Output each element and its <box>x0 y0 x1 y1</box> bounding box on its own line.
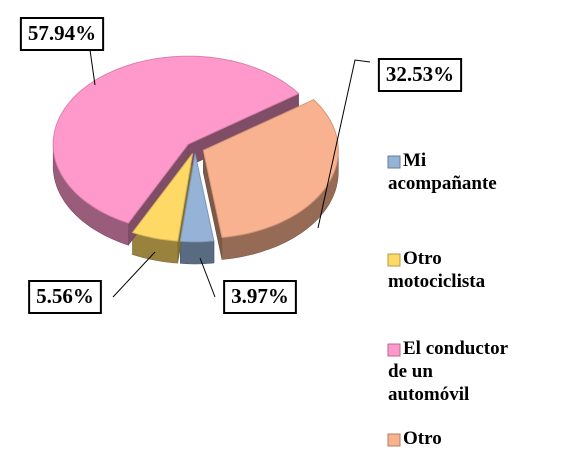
legend-line: Otro <box>403 248 442 269</box>
legend-line: de un <box>388 361 433 382</box>
legend-label: Mi acompañante <box>388 150 497 194</box>
legend-swatch <box>387 433 401 447</box>
legend-line: automóvil <box>388 384 469 405</box>
legend-line: Mi <box>403 150 426 171</box>
data-label: 32.53% <box>386 62 454 86</box>
legend-swatch <box>387 253 401 267</box>
data-label-box <box>28 280 102 314</box>
legend-swatch <box>387 343 401 357</box>
data-label-box <box>223 280 297 314</box>
pie-slice <box>131 153 193 242</box>
legend-line: El conductor <box>403 338 509 359</box>
data-label: 57.94% <box>28 21 96 45</box>
legend-label: El conductor de un automóvil <box>388 338 509 405</box>
leader-line <box>112 251 156 298</box>
pie-slice <box>52 55 300 224</box>
pie-slice <box>179 153 215 243</box>
legend-line: acompañante <box>388 173 497 194</box>
data-label: 5.56% <box>36 284 94 308</box>
data-label-box <box>19 17 105 51</box>
legend-line: motociclista <box>388 271 486 292</box>
legend-line: Otro <box>403 428 442 449</box>
leader-line <box>199 257 216 298</box>
legend-label: Otro <box>403 428 442 449</box>
data-label-box <box>377 58 463 92</box>
legend-swatch <box>387 155 401 169</box>
leader-line <box>89 49 96 86</box>
legend-label: Otro motociclista <box>388 248 486 292</box>
pie-tops <box>52 55 339 243</box>
data-label: 3.97% <box>231 284 289 308</box>
pie-outer-side <box>180 240 215 265</box>
leader-line <box>317 59 371 229</box>
